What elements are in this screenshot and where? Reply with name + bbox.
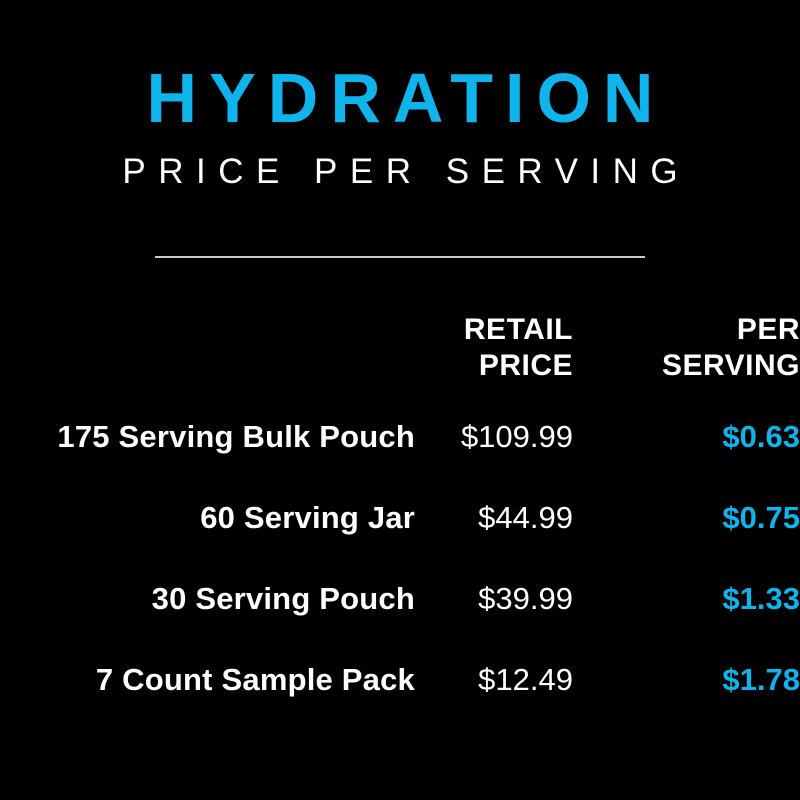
table-row: 30 Serving Pouch $39.99 $1.33 [0,558,800,639]
table-row: 60 Serving Jar $44.99 $0.75 [0,477,800,558]
table-header: RETAIL PRICE PER SERVING [0,300,800,396]
product-name: 30 Serving Pouch [151,580,415,616]
per-serving-value: $1.33 [722,580,800,616]
page-subtitle: PRICE PER SERVING [122,152,691,191]
column-header-per-serving: PER SERVING [662,313,800,382]
retail-price-value: $44.99 [478,499,573,535]
table-header-row: RETAIL PRICE PER SERVING [0,300,800,396]
column-header-retail-price: RETAIL PRICE [463,313,573,382]
product-name: 7 Count Sample Pack [95,661,415,697]
price-per-serving-table: RETAIL PRICE PER SERVING 175 Serving Bul… [0,300,800,720]
retail-price-value: $109.99 [460,418,573,454]
per-serving-value: $0.63 [722,418,800,454]
per-serving-value: $0.75 [722,499,800,535]
table-body: 175 Serving Bulk Pouch $109.99 $0.63 60 … [0,396,800,720]
product-name: 60 Serving Jar [200,499,415,535]
column-header-product [0,300,415,396]
retail-price-value: $39.99 [478,580,573,616]
table-row: 7 Count Sample Pack $12.49 $1.78 [0,639,800,720]
product-name: 175 Serving Bulk Pouch [57,418,415,454]
header-divider [155,256,645,258]
retail-price-value: $12.49 [478,661,573,697]
per-serving-value: $1.78 [722,661,800,697]
table-row: 175 Serving Bulk Pouch $109.99 $0.63 [0,396,800,477]
page-title: HYDRATION [146,59,666,137]
